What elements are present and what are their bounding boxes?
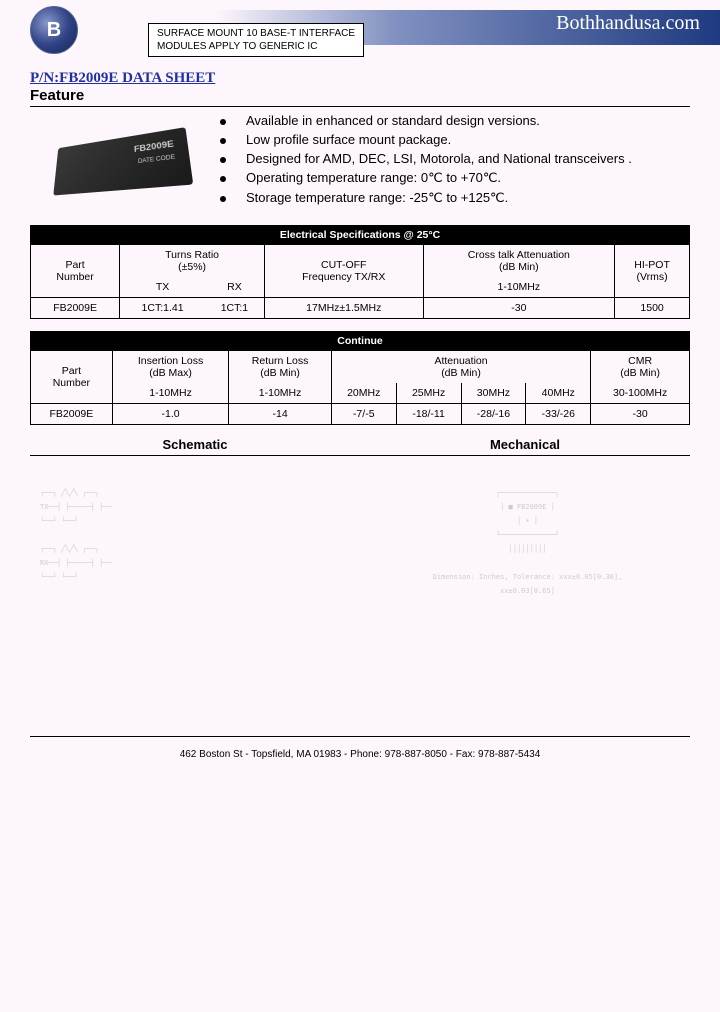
col-crosstalk-range: 1-10MHz [423, 277, 615, 298]
mechanical-heading: Mechanical [360, 437, 690, 455]
schematic-diagram: ┌──┐ ╱╲╱╲ ┌──┐ TX──┤ ├─────┤ ├── └──┘ └─… [30, 466, 355, 716]
col-insertion-range: 1-10MHz [112, 383, 229, 404]
feature-list: Available in enhanced or standard design… [220, 113, 690, 213]
cell-return: -14 [229, 404, 331, 425]
cell-cutoff: 17MHz±1.5MHz [264, 298, 423, 319]
electrical-specs-table: Electrical Specifications @ 25°C Part Nu… [30, 225, 690, 319]
chip-label: FB2009E DATE CODE [134, 138, 176, 166]
header-description-box: SURFACE MOUNT 10 BASE-T INTERFACE MODULE… [148, 23, 364, 57]
col-turns: Turns Ratio (±5%) [120, 245, 265, 278]
cell-crosstalk: -30 [423, 298, 615, 319]
bullet-icon [220, 196, 226, 202]
chip-datecode-label: DATE CODE [138, 154, 176, 165]
col-att20: 20MHz [331, 383, 396, 404]
tolerance-note: Dimension: Inches, Tolerance: xxx±0.05[0… [433, 573, 623, 595]
feature-text: Available in enhanced or standard design… [246, 113, 540, 128]
cell-att25: -18/-11 [396, 404, 461, 425]
col-return-range: 1-10MHz [229, 383, 331, 404]
list-item: Storage temperature range: -25℃ to +125℃… [220, 190, 690, 206]
col-cmr-range: 30-100MHz [591, 383, 690, 404]
table-row: FB2009E -1.0 -14 -7/-5 -18/-11 -28/-16 -… [31, 404, 690, 425]
section-headers: Schematic Mechanical [30, 437, 690, 456]
bullet-icon [220, 138, 226, 144]
col-part: Part Number [31, 245, 120, 298]
col-att25: 25MHz [396, 383, 461, 404]
list-item: Operating temperature range: 0℃ to +70℃. [220, 170, 690, 186]
feature-text: Low profile surface mount package. [246, 132, 451, 147]
col-tx: TX [120, 277, 205, 298]
table-row: FB2009E 1CT:1.41 1CT:1 17MHz±1.5MHz -30 … [31, 298, 690, 319]
cell-part: FB2009E [31, 298, 120, 319]
chip-part-label: FB2009E [134, 138, 174, 153]
mechanical-diagram: ┌─────────────┐ │ ■ FB2009E │ │ • │ └───… [365, 466, 690, 716]
cell-hipot: 1500 [615, 298, 690, 319]
col-insertion: Insertion Loss (dB Max) [112, 351, 229, 384]
col-att40: 40MHz [526, 383, 591, 404]
feature-text: Storage temperature range: -25℃ to +125℃… [246, 190, 508, 206]
list-item: Low profile surface mount package. [220, 132, 690, 147]
cell-att20: -7/-5 [331, 404, 396, 425]
header-box-line1: SURFACE MOUNT 10 BASE-T INTERFACE [157, 27, 355, 40]
col-return: Return Loss (dB Min) [229, 351, 331, 384]
feature-text: Designed for AMD, DEC, LSI, Motorola, an… [246, 151, 632, 166]
chip-icon: FB2009E DATE CODE [53, 127, 193, 195]
feature-text: Operating temperature range: 0℃ to +70℃. [246, 170, 501, 186]
product-image: FB2009E DATE CODE [30, 113, 200, 213]
cell-tx: 1CT:1.41 [120, 298, 205, 319]
bullet-icon [220, 119, 226, 125]
cell-rx: 1CT:1 [205, 298, 265, 319]
feature-heading: Feature [30, 87, 690, 107]
schematic-heading: Schematic [30, 437, 360, 455]
cell-part: FB2009E [31, 404, 113, 425]
part-number-title: P/N:FB2009E DATA SHEET [30, 70, 690, 87]
diagram-area: ┌──┐ ╱╲╱╲ ┌──┐ TX──┤ ├─────┤ ├── └──┘ └─… [30, 466, 690, 716]
col-part: Part Number [31, 351, 113, 404]
cell-att40: -33/-26 [526, 404, 591, 425]
feature-row: FB2009E DATE CODE Available in enhanced … [30, 113, 690, 213]
cell-cmr: -30 [591, 404, 690, 425]
bullet-icon [220, 157, 226, 163]
brand-text: Bothhandusa.com [556, 12, 700, 35]
header-box-line2: MODULES APPLY TO GENERIC IC [157, 40, 355, 53]
list-item: Designed for AMD, DEC, LSI, Motorola, an… [220, 151, 690, 166]
col-cmr: CMR (dB Min) [591, 351, 690, 384]
table-banner: Electrical Specifications @ 25°C [31, 226, 690, 245]
table-banner: Continue [31, 332, 690, 351]
footer: 462 Boston St - Topsfield, MA 01983 - Ph… [30, 736, 690, 760]
logo-text: B [47, 19, 61, 42]
continue-table: Continue Part Number Insertion Loss (dB … [30, 331, 690, 425]
cell-insertion: -1.0 [112, 404, 229, 425]
cell-att30: -28/-16 [461, 404, 526, 425]
col-cutoff: CUT-OFF Frequency TX/RX [264, 245, 423, 298]
logo-icon: B [30, 6, 78, 54]
col-attenuation: Attenuation (dB Min) [331, 351, 590, 384]
col-hipot: HI-POT (Vrms) [615, 245, 690, 298]
header: B SURFACE MOUNT 10 BASE-T INTERFACE MODU… [30, 0, 690, 60]
bullet-icon [220, 176, 226, 182]
list-item: Available in enhanced or standard design… [220, 113, 690, 128]
col-rx: RX [205, 277, 265, 298]
col-crosstalk: Cross talk Attenuation (dB Min) [423, 245, 615, 278]
col-att30: 30MHz [461, 383, 526, 404]
